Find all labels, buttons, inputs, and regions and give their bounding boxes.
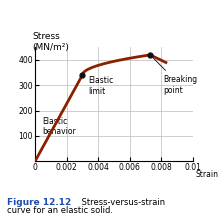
Text: Stress-versus-strain: Stress-versus-strain (79, 198, 165, 207)
Text: curve for an elastic solid.: curve for an elastic solid. (7, 206, 113, 215)
Text: Stress: Stress (33, 32, 60, 41)
Text: Elastic
limit: Elastic limit (89, 76, 114, 96)
Text: Figure 12.12: Figure 12.12 (7, 198, 71, 207)
Text: Elastic
behavior: Elastic behavior (42, 117, 76, 136)
Text: (MN/m²): (MN/m²) (33, 43, 70, 52)
Text: Breaking
point: Breaking point (152, 57, 197, 95)
Text: Strain: Strain (196, 170, 219, 179)
